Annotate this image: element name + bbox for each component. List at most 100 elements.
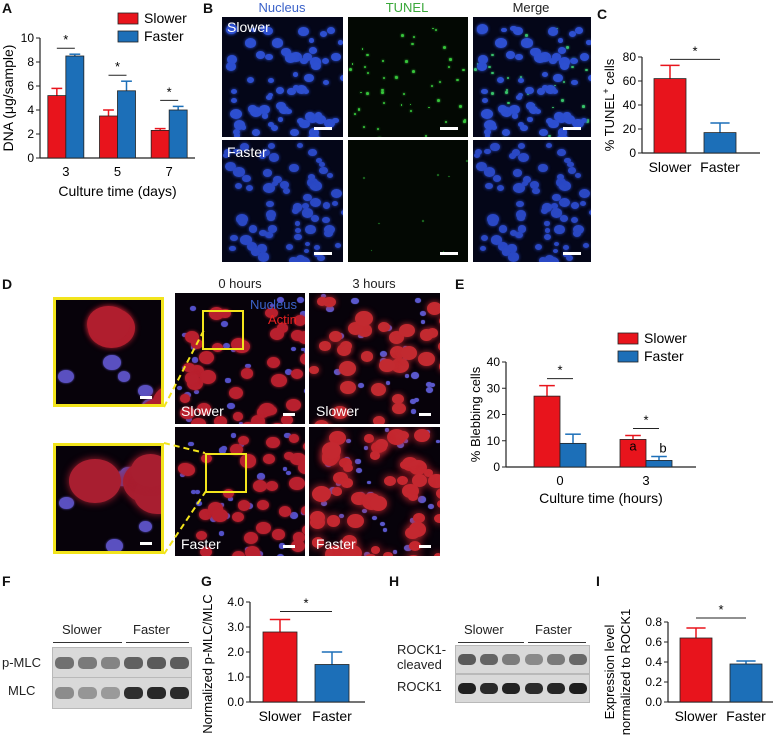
legend-label: Faster: [144, 28, 184, 44]
bar: [703, 132, 737, 154]
cell-blob: [511, 113, 518, 119]
bar: [262, 631, 298, 703]
column-header-tunel: TUNEL: [385, 0, 429, 15]
y-tick-label: 6: [27, 79, 34, 93]
cell-blob: [461, 68, 465, 71]
y-tick-label: 0.2: [645, 675, 662, 689]
selection-box: [205, 453, 247, 493]
cell-blob: [495, 38, 507, 49]
cell-blob: [289, 163, 299, 173]
cell-blob: [570, 57, 578, 65]
cell-blob: [566, 46, 570, 49]
significance-marker: *: [303, 596, 308, 611]
x-tick-label: 3: [62, 164, 69, 179]
cell-blob: [222, 488, 234, 499]
y-tick-label: 0.0: [645, 695, 662, 709]
cell-blob: [420, 320, 425, 324]
cell-blob: [184, 372, 199, 384]
cell-blob: [181, 464, 196, 477]
cell-blob: [364, 446, 369, 450]
cell-blob: [199, 351, 215, 365]
blot-row-rock1-cleaved-line1: ROCK1-: [397, 642, 447, 657]
cell-blob: [418, 351, 435, 366]
cell-blob: [501, 27, 507, 33]
panel-letter-f: F: [2, 573, 11, 589]
cell-blob: [525, 34, 528, 37]
x-axis-title: Culture time (hours): [539, 490, 663, 506]
cell-blob: [340, 380, 356, 394]
annotation-a: a: [629, 439, 637, 454]
cell-blob: [224, 149, 232, 156]
y-tick-label: 10: [487, 434, 501, 448]
blot-band: [78, 657, 97, 669]
cell-blob: [547, 27, 558, 37]
cell-blob: [539, 128, 549, 137]
cell-blob: [320, 31, 328, 37]
cell-blob: [266, 200, 274, 208]
cell-blob: [507, 101, 510, 105]
cell-blob: [278, 543, 286, 549]
cell-blob: [180, 472, 186, 478]
cell-blob: [246, 77, 254, 84]
cell-blob: [497, 77, 505, 84]
cell-blob: [117, 371, 130, 382]
cell-blob: [266, 481, 279, 492]
selection-box: [202, 310, 244, 350]
cell-blob: [346, 513, 364, 529]
cell-blob: [282, 466, 288, 471]
cell-blob: [304, 73, 315, 82]
cell-blob: [308, 38, 315, 43]
micrograph-nucleus-slower: [222, 17, 343, 137]
cell-blob: [419, 329, 434, 341]
y-axis-title: % Blebbing cells: [468, 366, 483, 462]
cell-blob: [339, 457, 352, 469]
cell-blob: [300, 353, 305, 365]
cell-blob: [485, 183, 493, 190]
y-tick-label: 8: [27, 55, 34, 69]
cell-blob: [68, 458, 121, 503]
x-axis-title: Culture time (days): [58, 183, 176, 199]
cell-blob: [313, 420, 330, 424]
cell-blob: [434, 513, 440, 524]
cell-blob: [307, 174, 315, 181]
cell-blob: [310, 180, 322, 191]
cell-blob: [321, 57, 330, 65]
cell-blob: [414, 397, 419, 402]
cell-blob: [496, 184, 504, 191]
cell-blob: [578, 188, 590, 199]
cell-blob: [266, 214, 275, 222]
cell-blob: [509, 105, 520, 114]
cell-blob: [363, 177, 366, 180]
cell-blob: [520, 124, 529, 132]
blot-band: [480, 654, 499, 665]
cell-blob: [189, 305, 196, 311]
cell-blob: [485, 133, 491, 137]
cell-blob: [379, 521, 386, 527]
cell-blob: [283, 451, 295, 461]
x-tick-label: Slower: [675, 708, 718, 724]
panel-letter-i: I: [596, 573, 600, 589]
cell-blob: [311, 486, 331, 502]
cell-blob: [544, 228, 551, 234]
x-tick-label: Faster: [700, 159, 740, 175]
cell-blob: [234, 183, 242, 190]
cell-blob: [435, 439, 440, 443]
cell-blob: [320, 293, 326, 298]
cell-blob: [277, 323, 289, 333]
cell-blob: [546, 118, 554, 125]
y-tick-label: 80: [623, 50, 637, 64]
micrograph-tunel-faster: [348, 140, 468, 262]
significance-marker: *: [692, 45, 697, 58]
y-tick-label: 4: [27, 103, 34, 117]
blot-row-rock1: ROCK1: [397, 679, 442, 694]
cell-blob: [396, 475, 408, 485]
cell-blob: [244, 363, 251, 369]
cell-blob: [499, 225, 508, 233]
cell-blob: [427, 302, 440, 315]
cell-blob: [263, 454, 275, 465]
cell-blob: [301, 207, 314, 218]
cell-blob: [511, 149, 521, 157]
y-tick-label: 20: [623, 122, 637, 136]
cell-blob: [521, 180, 528, 187]
cell-blob: [480, 108, 493, 119]
